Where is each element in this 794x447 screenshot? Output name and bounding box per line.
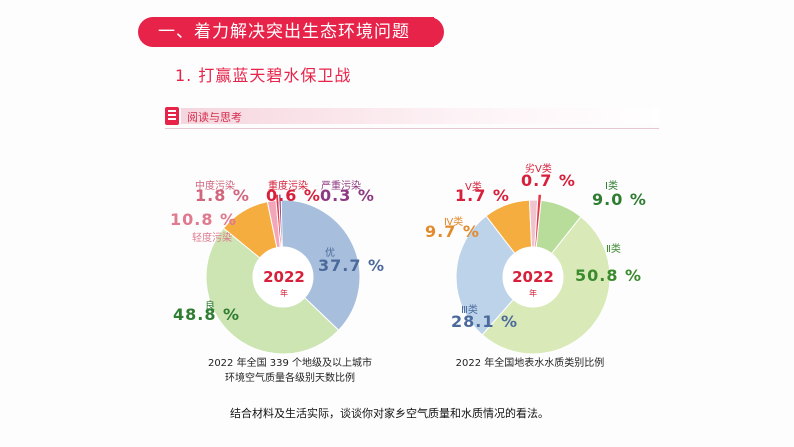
pie1-value-label-0: 9.0 % [592,190,647,209]
pie1-category-label-5: 劣Ⅴ类 [525,164,552,175]
pie1-category-label-2: Ⅲ类 [461,305,478,316]
pie1-value-label-4: 1.7 % [455,186,510,205]
pie1-category-label-3: Ⅳ类 [444,217,464,228]
water-year: 2022 [512,268,554,286]
read-section-background [181,108,659,124]
pie1-category-label-0: Ⅰ类 [605,181,618,192]
water-caption-text: 2022 年全国地表水水质类别比例 [455,358,605,369]
divider [165,128,659,129]
pie1-center [503,247,563,307]
pie1-value-label-2: 28.1 % [451,312,519,331]
pie0-category-label-5: 严重污染 [321,181,361,192]
air-year-unit: 年 [280,289,288,298]
pie0-value-label-1: 48.8 % [173,305,241,324]
air-caption: 2022 年全国 339 个地级及以上城市 环境空气质量各级别天数比例 [190,356,390,386]
water-year-unit: 年 [529,289,537,298]
read-section-header: 阅读与思考 [165,106,659,126]
pie0-category-label-4: 重度污染 [268,181,308,192]
pie1-value-label-1: 50.8 % [575,266,643,285]
discussion-question: 结合材料及生活实际，谈谈你对家乡空气质量和水质情况的看法。 [230,407,549,420]
section-banner: 一、着力解决突出生态环境问题 [138,17,444,47]
air-quality-pie [205,193,361,355]
pie0-value-label-2: 10.8 % [170,210,238,229]
pie0-category-label-1: 良 [205,301,215,312]
pie0-slice-1 [205,227,340,355]
water-quality-pie [455,193,611,355]
air-caption-line1: 2022 年全国 339 个地级及以上城市 [207,358,373,369]
pie1-category-label-4: Ⅴ类 [465,182,482,193]
pie1-category-label-1: Ⅱ类 [606,244,621,255]
pie0-category-label-0: 优 [325,248,335,259]
section-title: 一、着力解决突出生态环境问题 [158,22,410,42]
pie0-value-label-4: 0.6 % [266,186,321,205]
pie0-slice-5 [278,193,283,248]
pie0-category-label-3: 中度污染 [195,181,235,192]
air-caption-line2: 环境空气质量各级别天数比例 [225,373,355,384]
pie1-value-label-3: 9.7 % [425,222,480,241]
pie0-category-label-2: 轻度污染 [192,233,232,244]
water-caption: 2022 年全国地表水水质类别比例 [430,356,630,371]
read-section-label: 阅读与思考 [187,111,242,124]
pie1-value-label-5: 0.7 % [521,171,576,190]
book-icon [165,107,179,125]
pie0-value-label-0: 37.7 % [318,256,386,275]
pie0-value-label-3: 1.8 % [195,186,250,205]
pie0-value-label-5: 0.3 % [320,186,375,205]
subsection-title: 1. 打赢蓝天碧水保卫战 [175,66,352,85]
pie0-center [253,247,313,307]
air-year: 2022 [263,268,305,286]
